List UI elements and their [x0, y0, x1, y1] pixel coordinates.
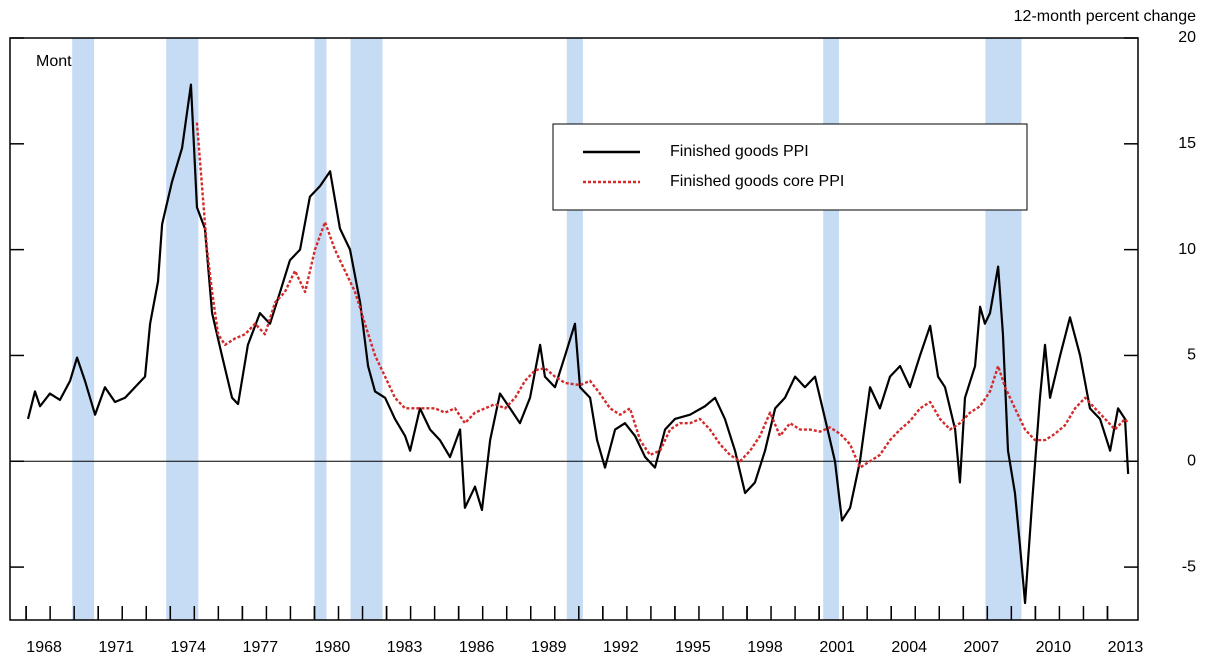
x-tick-label: 1998: [747, 639, 783, 656]
recession-band: [350, 38, 383, 620]
y-tick-label: 20: [1178, 29, 1196, 46]
x-tick-label: 2013: [1108, 639, 1144, 656]
x-tick-label: 1971: [98, 639, 134, 656]
x-tick-label: 1974: [170, 639, 206, 656]
x-tick-label: 1983: [387, 639, 423, 656]
y-tick-label: -5: [1182, 558, 1196, 575]
legend-box: [552, 123, 1028, 211]
x-tick-label: 1977: [243, 639, 279, 656]
x-tick-label: 2001: [819, 639, 855, 656]
y-tick-label: 10: [1178, 241, 1196, 258]
legend-label: Finished goods core PPI: [670, 173, 844, 190]
x-tick-label: 1986: [459, 639, 495, 656]
y-axis-label: 12-month percent change: [1014, 8, 1196, 25]
y-tick-label: 5: [1187, 347, 1196, 364]
x-tick-label: 2004: [891, 639, 927, 656]
recession-band: [72, 38, 95, 620]
x-tick-label: 1992: [603, 639, 639, 656]
plot-frame: [9, 37, 1139, 621]
series-line: [26, 83, 1130, 605]
y-tick-label: 0: [1187, 452, 1196, 469]
x-tick-label: 2010: [1036, 639, 1072, 656]
recession-band: [314, 38, 327, 620]
x-tick-label: 1989: [531, 639, 567, 656]
legend-label: Finished goods PPI: [670, 143, 809, 160]
y-tick-label: 15: [1178, 135, 1196, 152]
x-tick-label: 1995: [675, 639, 711, 656]
x-tick-label: 1980: [315, 639, 351, 656]
x-tick-label: 1968: [26, 639, 62, 656]
series-line: [195, 122, 1130, 469]
x-tick-label: 2007: [964, 639, 1000, 656]
